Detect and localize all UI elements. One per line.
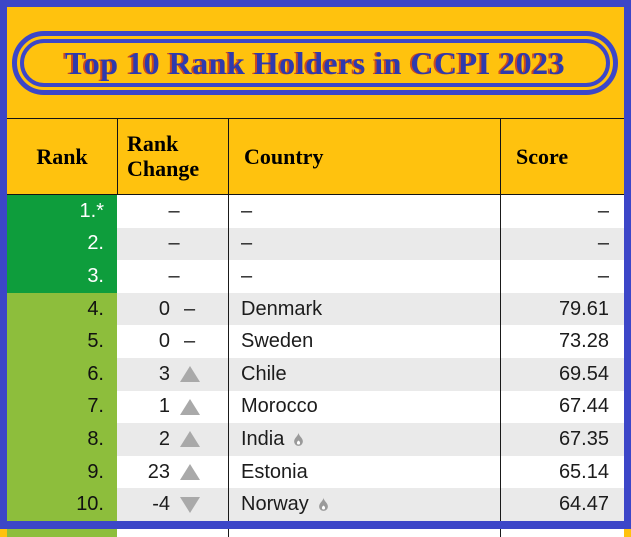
- dash-icon: –: [183, 330, 196, 353]
- rank-change-value: 1: [158, 395, 170, 418]
- dash-icon: –: [183, 297, 196, 320]
- up-triangle-icon: [179, 431, 200, 448]
- table-row: 2. – – –: [7, 227, 624, 261]
- rank-cell: 3.: [7, 260, 117, 293]
- table-row: 5. 0– Sweden 73.28: [7, 325, 624, 358]
- rank-change-value: -4: [152, 493, 170, 516]
- country-cell: Chile: [228, 357, 500, 391]
- page-title: Top 10 Rank Holders in CCPI 2023: [64, 44, 566, 81]
- score-cell: 73.28: [500, 325, 624, 358]
- rank-change-cell: 0–: [117, 293, 228, 326]
- rank-change-cell: –: [117, 195, 228, 228]
- rank-cell: 8.: [7, 423, 117, 456]
- country-cell: Morocco: [228, 390, 500, 424]
- country-name: –: [241, 232, 253, 255]
- dash-icon: –: [168, 264, 180, 287]
- rank-cell: 6.: [7, 357, 117, 391]
- frame-border-top: [0, 0, 631, 7]
- flame-icon: [291, 430, 306, 449]
- table-row: 3. – – –: [7, 260, 624, 293]
- rank-change-cell: 2: [117, 423, 228, 456]
- rank-change-cell: –: [117, 228, 228, 261]
- dash-icon: –: [168, 199, 180, 222]
- score-cell: 69.54: [500, 357, 624, 391]
- rank-change-cell: 1: [117, 391, 228, 424]
- table-row: 10. -4 Norway 64.47: [7, 488, 624, 521]
- score-cell: 65.14: [500, 455, 624, 489]
- down-triangle-icon: [179, 496, 200, 513]
- score-cell: 67.35: [500, 423, 624, 456]
- rank-change-cell: 23: [117, 456, 228, 489]
- table-row: 4. 0– Denmark 79.61: [7, 292, 624, 326]
- score-cell: 67.44: [500, 390, 624, 424]
- table-row: 6. 3 Chile 69.54: [7, 357, 624, 391]
- country-cell: –: [228, 227, 500, 261]
- rank-change-cell: -4: [117, 488, 228, 521]
- country-name: Denmark: [241, 297, 323, 320]
- title-box: Top 10 Rank Holders in CCPI 2023: [12, 31, 618, 95]
- header-rank: Rank: [36, 143, 88, 169]
- header-rank-change: Rank Change: [117, 119, 228, 194]
- table-row: 8. 2 India 67.35: [7, 423, 624, 456]
- rank-change-value: 3: [158, 362, 170, 385]
- country-cell: –: [228, 260, 500, 293]
- flame-icon: [316, 495, 331, 514]
- country-name: Sweden: [241, 330, 314, 353]
- rank-change-cell: –: [117, 260, 228, 293]
- table-row: 7. 1 Morocco 67.44: [7, 390, 624, 424]
- country-cell: Estonia: [228, 455, 500, 489]
- country-name: Norway: [241, 493, 309, 516]
- country-cell: –: [228, 195, 500, 228]
- rank-cell: 7.: [7, 390, 117, 424]
- score-cell: 64.47: [500, 488, 624, 521]
- rank-change-value: 0: [158, 297, 170, 320]
- rank-change-value: 0: [158, 330, 170, 353]
- country-name: India: [241, 427, 285, 450]
- country-cell: India: [228, 423, 500, 456]
- country-name: –: [241, 264, 253, 287]
- frame-border-right: [624, 0, 631, 521]
- title-box-inner: Top 10 Rank Holders in CCPI 2023: [20, 39, 610, 87]
- dash-icon: –: [168, 232, 180, 255]
- rank-change-value: 23: [147, 460, 170, 483]
- rank-change-cell: 0–: [117, 325, 228, 358]
- rank-cell: 10.: [7, 488, 117, 521]
- score-cell: –: [500, 227, 624, 261]
- country-name: Morocco: [241, 395, 318, 418]
- score-cell: –: [500, 260, 624, 293]
- frame-border-bottom: [0, 521, 631, 529]
- table-row: 9. 23 Estonia 65.14: [7, 455, 624, 489]
- country-cell: Denmark: [228, 292, 500, 326]
- rank-cell: 9.: [7, 455, 117, 489]
- country-name: Estonia: [241, 460, 308, 483]
- up-triangle-icon: [179, 398, 200, 415]
- rank-cell: 1.*: [7, 195, 117, 228]
- table-row: 1.* – – –: [7, 195, 624, 228]
- frame-border-left: [0, 0, 7, 521]
- rank-change-value: 2: [158, 427, 170, 450]
- score-cell: 79.61: [500, 292, 624, 326]
- up-triangle-icon: [179, 366, 200, 383]
- header-score: Score: [500, 119, 624, 194]
- score-cell: –: [500, 195, 624, 228]
- table-body: 1.* – – –2. – – –3. – – –4. 0– Denmark 79.61 5. 0– Swed…: [7, 195, 624, 537]
- up-triangle-icon: [179, 464, 200, 481]
- table-header-row: Rank Rank Change Country Score: [7, 118, 624, 195]
- rank-change-cell: 3: [117, 358, 228, 391]
- rank-cell: 5.: [7, 325, 117, 358]
- country-cell: Sweden: [228, 325, 500, 358]
- country-name: Chile: [241, 362, 287, 385]
- country-name: –: [241, 199, 253, 222]
- header-country: Country: [228, 119, 500, 194]
- rank-cell: 2.: [7, 227, 117, 261]
- rank-cell: 4.: [7, 292, 117, 326]
- country-cell: Norway: [228, 488, 500, 521]
